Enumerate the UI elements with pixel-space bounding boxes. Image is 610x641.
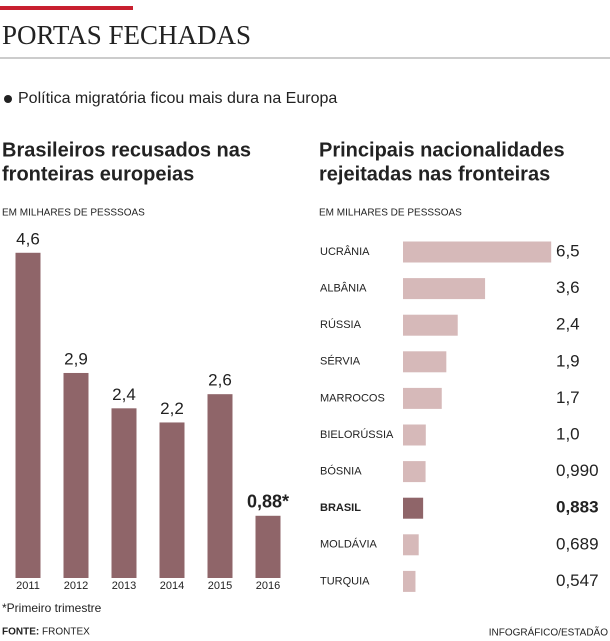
credit: INFOGRÁFICO/ESTADÃO	[489, 626, 608, 639]
category-label: SÉRVIA	[320, 355, 361, 368]
x-tick-label: 2014	[160, 580, 184, 592]
bullet	[4, 95, 12, 103]
bar	[255, 515, 281, 578]
source-label: FONTE:	[2, 627, 39, 638]
bar	[403, 387, 442, 409]
value-label: 1,0	[556, 424, 580, 443]
bar	[403, 570, 416, 592]
value-label: 2,9	[64, 349, 88, 368]
x-tick-label: 2016	[256, 580, 280, 592]
value-label: 2,2	[160, 399, 184, 418]
subtitle: Política migratória ficou mais dura na E…	[18, 90, 337, 107]
category-label: BIELORÚSSIA	[320, 428, 394, 441]
category-label: ALBÂNIA	[320, 282, 367, 295]
value-label: 3,6	[556, 278, 580, 297]
chart-title: fronteiras europeias	[2, 163, 194, 185]
bar	[111, 408, 137, 578]
category-label: TURQUIA	[320, 575, 370, 587]
x-tick-label: 2011	[16, 580, 40, 592]
category-label: BRASIL	[320, 502, 361, 514]
bar	[207, 394, 233, 578]
category-label: RÚSSIA	[320, 318, 362, 331]
bar	[403, 241, 552, 263]
bar	[403, 497, 424, 519]
value-label: 0,990	[556, 461, 599, 480]
source: FRONTEX	[42, 627, 90, 638]
x-tick-label: 2015	[208, 580, 232, 592]
category-label: UCRÂNIA	[320, 245, 370, 258]
bar	[403, 461, 426, 483]
value-label: 6,5	[556, 241, 580, 260]
title: PORTAS FECHADAS	[2, 20, 251, 50]
chart-title: Principais nacionalidades	[319, 139, 565, 161]
value-label: 2,6	[208, 371, 232, 390]
bar	[403, 351, 447, 373]
bar	[63, 372, 89, 578]
x-tick-label: 2013	[112, 580, 136, 592]
x-tick-label: 2012	[64, 580, 88, 592]
category-label: MARROCOS	[320, 392, 385, 404]
value-label: 2,4	[556, 315, 580, 334]
unit-note: EM MILHARES DE PESSSOAS	[2, 208, 145, 219]
bar	[403, 314, 458, 336]
bar	[159, 422, 185, 578]
unit-note: EM MILHARES DE PESSSOAS	[319, 208, 462, 219]
value-label: 4,6	[16, 229, 40, 248]
value-label: 2,4	[112, 385, 136, 404]
bar	[403, 278, 486, 300]
footnote: *Primeiro trimestre	[2, 601, 102, 615]
chart-title: rejeitadas nas fronteiras	[319, 163, 550, 185]
accent-bar	[0, 6, 133, 10]
value-label: 0,689	[556, 534, 599, 553]
bar	[403, 534, 419, 556]
value-label: 0,88*	[247, 492, 289, 512]
value-label: 0,547	[556, 571, 599, 590]
chart-title: Brasileiros recusados nas	[2, 139, 251, 161]
value-label: 0,883	[556, 498, 599, 517]
bar	[15, 252, 41, 578]
value-label: 1,9	[556, 351, 580, 370]
category-label: BÓSNIA	[320, 465, 362, 478]
bar	[403, 424, 426, 446]
category-label: MOLDÁVIA	[320, 538, 378, 551]
value-label: 1,7	[556, 388, 580, 407]
